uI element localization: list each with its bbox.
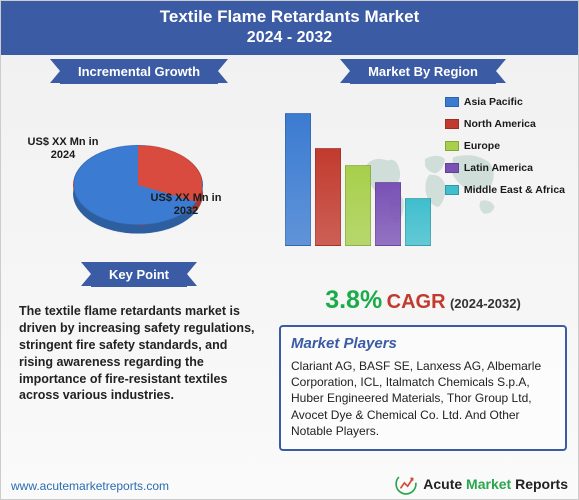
market-by-region-ribbon: Market By Region bbox=[350, 59, 496, 84]
infographic-container: Textile Flame Retardants Market 2024 - 2… bbox=[0, 0, 579, 500]
market-players-text: Clariant AG, BASF SE, Lanxess AG, Albema… bbox=[291, 358, 555, 439]
legend-label: Middle East & Africa bbox=[464, 184, 565, 196]
legend-item: Asia Pacific bbox=[445, 96, 565, 108]
right-column: Market By Region Asia Pacific North Ameri… bbox=[279, 59, 567, 451]
region-chart-block: Asia Pacific North America Europe Latin Ame… bbox=[279, 92, 567, 282]
region-bars bbox=[285, 106, 431, 246]
legend-label: Europe bbox=[464, 140, 500, 152]
legend-swatch bbox=[445, 119, 459, 129]
left-column: Incremental Growth US$ XX Mn in 2024 US$… bbox=[13, 59, 265, 404]
bar-north-america bbox=[315, 148, 341, 246]
legend-item: North America bbox=[445, 118, 565, 130]
logo-text: Acute Market Reports bbox=[423, 476, 568, 492]
pie-label-2032: US$ XX Mn in 2032 bbox=[141, 192, 231, 218]
footer-url: www.acutemarketreports.com bbox=[11, 479, 169, 493]
bar-middle-east-africa bbox=[405, 198, 431, 246]
key-point-ribbon: Key Point bbox=[91, 262, 187, 287]
legend-label: Latin America bbox=[464, 162, 533, 174]
legend-item: Middle East & Africa bbox=[445, 184, 565, 196]
bar-asia-pacific bbox=[285, 113, 311, 246]
cagr-label: CAGR bbox=[387, 291, 446, 313]
legend-label: Asia Pacific bbox=[464, 96, 523, 108]
bar-europe bbox=[345, 165, 371, 246]
region-legend: Asia Pacific North America Europe Latin Ame… bbox=[445, 96, 565, 206]
legend-swatch bbox=[445, 141, 459, 151]
cagr-line: 3.8% CAGR (2024-2032) bbox=[279, 286, 567, 315]
pie-chart: US$ XX Mn in 2024 US$ XX Mn in 2032 bbox=[13, 92, 265, 262]
bar-latin-america bbox=[375, 182, 401, 246]
market-players-box: Market Players Clariant AG, BASF SE, Lan… bbox=[279, 325, 567, 451]
legend-item: Latin America bbox=[445, 162, 565, 174]
market-players-title: Market Players bbox=[291, 335, 555, 352]
cagr-range: (2024-2032) bbox=[450, 296, 521, 311]
header: Textile Flame Retardants Market 2024 - 2… bbox=[1, 1, 578, 55]
logo-icon bbox=[395, 473, 417, 495]
pie-label-2024: US$ XX Mn in 2024 bbox=[23, 136, 103, 162]
logo-text-part1: Acute bbox=[423, 476, 462, 492]
legend-swatch bbox=[445, 97, 459, 107]
legend-label: North America bbox=[464, 118, 536, 130]
header-years: 2024 - 2032 bbox=[1, 29, 578, 47]
header-title: Textile Flame Retardants Market bbox=[1, 7, 578, 27]
footer-logo: Acute Market Reports bbox=[395, 473, 568, 495]
legend-swatch bbox=[445, 163, 459, 173]
key-point-text: The textile flame retardants market is d… bbox=[13, 295, 265, 404]
logo-text-part3: Reports bbox=[515, 476, 568, 492]
legend-item: Europe bbox=[445, 140, 565, 152]
logo-text-part2: Market bbox=[462, 476, 515, 492]
legend-swatch bbox=[445, 185, 459, 195]
incremental-growth-ribbon: Incremental Growth bbox=[60, 59, 218, 84]
cagr-value: 3.8% bbox=[325, 286, 382, 314]
